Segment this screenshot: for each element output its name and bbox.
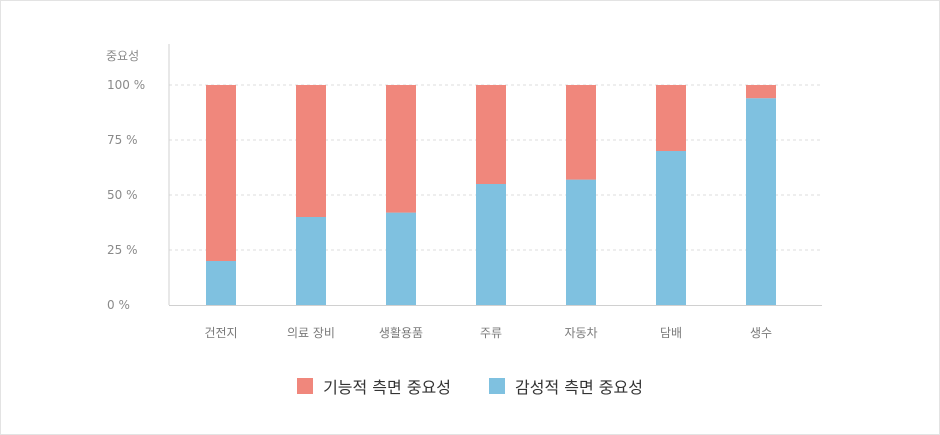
bar-functional [746,85,776,99]
bar-functional [296,85,326,217]
bar-emotional [566,179,596,305]
bar-emotional [746,98,776,305]
x-tick-label: 건전지 [204,326,237,340]
bar-emotional [296,217,326,305]
y-tick-label: 75 % [107,133,138,147]
bar-emotional [206,261,236,305]
bar-functional [476,85,506,184]
y-tick-label: 0 % [107,298,130,312]
bar-functional [656,85,686,151]
bars [206,85,776,305]
y-unit-label: 중요성 [106,49,139,63]
y-axis: 0 % 25 % 50 % 75 % 100 % [107,78,145,312]
legend-label-functional: 기능적 측면 중요성 [323,378,451,397]
x-tick-label: 의료 장비 [287,326,335,340]
y-tick-label: 25 % [107,243,138,257]
x-axis-labels: 건전지 의료 장비 생활용품 주류 자동차 담배 생수 [204,326,772,340]
x-tick-label: 생활용품 [379,326,423,340]
bar-functional [566,85,596,180]
legend-swatch-emotional [489,378,505,394]
bar-emotional [476,184,506,305]
legend-swatch-functional [297,378,314,394]
x-tick-label: 주류 [480,326,502,340]
bar-functional [206,85,236,261]
legend-item-emotional: 감성적 측면 중요성 [489,374,643,398]
legend: 기능적 측면 중요성 감성적 측면 중요성 [0,374,940,398]
y-tick-label: 100 % [107,78,145,92]
x-tick-label: 생수 [750,326,772,340]
legend-item-functional: 기능적 측면 중요성 [297,374,451,398]
bar-functional [386,85,416,213]
bar-emotional [386,212,416,305]
bar-emotional [656,151,686,305]
legend-label-emotional: 감성적 측면 중요성 [515,378,643,397]
y-tick-label: 50 % [107,188,138,202]
x-tick-label: 자동차 [564,326,597,340]
x-tick-label: 담배 [660,326,682,340]
